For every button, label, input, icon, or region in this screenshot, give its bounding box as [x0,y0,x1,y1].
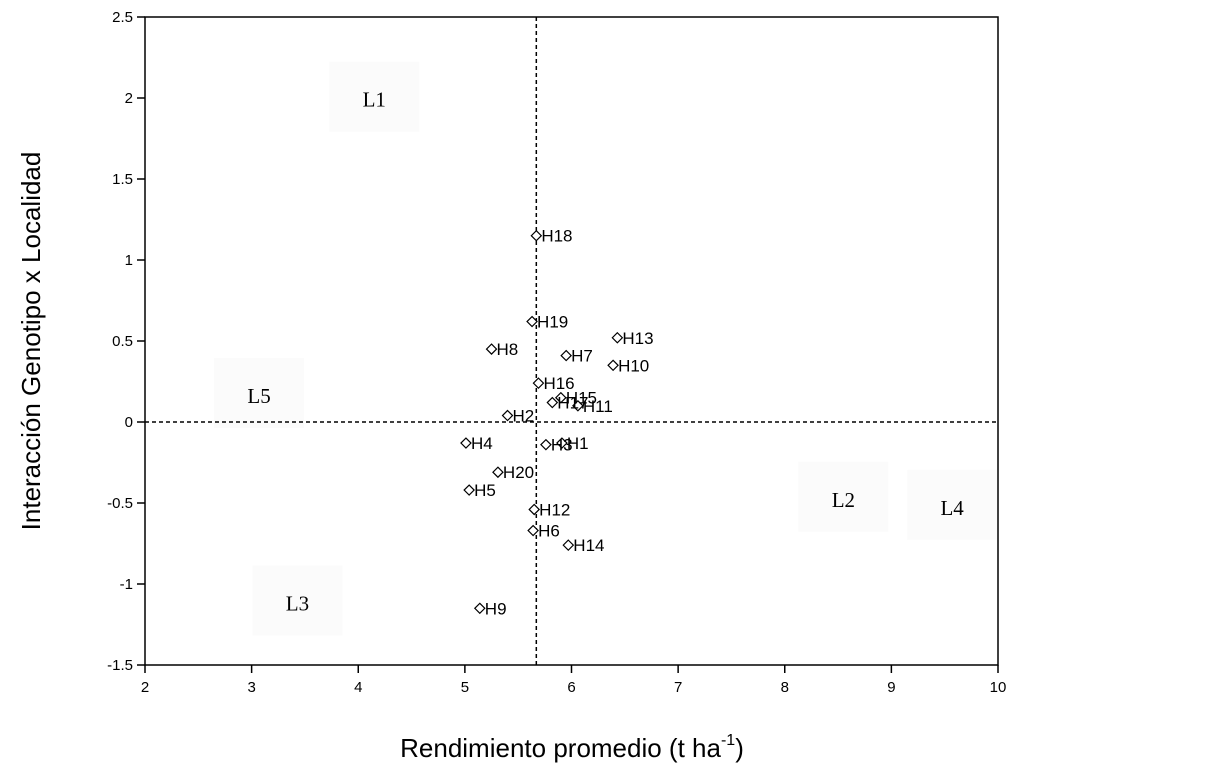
y-axis-title: Interacción Genotipo x Localidad [16,152,46,531]
genotype-point-label: H17 [557,394,588,413]
locality-label-background [907,469,998,540]
genotype-point-marker [560,349,573,362]
x-axis-title: Rendimiento promedio (t ha-1) [400,732,744,763]
genotype-points: H1H2H3H4H5H6H7H8H9H10H11H12H13H14H15H16H… [460,227,654,618]
genotype-point-label: H14 [573,536,604,555]
genotype-point-marker [492,466,504,479]
genotype-point-marker [460,437,472,449]
genotype-point-marker [532,377,545,389]
genotype-point-marker [485,343,498,355]
genotype-point-label: H1 [567,434,589,453]
y-tick-label: 1.5 [112,171,133,188]
genotype-point-marker [527,524,539,537]
genotype-point-label: H13 [622,329,653,348]
genotype-point-label: H12 [539,500,570,519]
genotype-point-marker [572,399,584,412]
y-tick-label: -1.5 [107,657,133,674]
genotype-point-label: H15 [566,389,597,408]
genotype-point-label: H6 [538,522,560,541]
locality-label: L5 [247,384,270,408]
genotype-point-label: H11 [583,397,613,416]
locality-label-backgrounds [214,61,998,636]
x-tick-label: 7 [674,679,682,696]
locality-label-background [214,358,305,429]
y-tick-label: 0 [125,414,133,431]
y-axis-ticks: 2.5 2 1.5 1 0.5 0 -0.5 -1 -1.5 [107,9,145,674]
x-tick-label: 4 [354,679,362,696]
x-tick-label: 8 [781,679,789,696]
x-tick-label: 5 [461,679,469,696]
genotype-point-label: H20 [503,463,534,482]
genotype-point-label: H19 [537,313,568,332]
genotype-point-marker [611,331,624,344]
x-axis-ticks: 2 3 4 5 6 7 8 9 10 [141,665,1007,696]
genotype-point-marker [528,503,541,516]
genotype-point-label: H7 [571,347,593,366]
y-tick-label: -0.5 [107,495,133,512]
locality-label: L4 [940,496,964,520]
genotype-point-marker [473,602,486,615]
y-tick-label: 2 [125,90,133,107]
genotype-point-marker [607,359,619,372]
genotype-point-marker [562,539,575,551]
genotype-point-label: H2 [513,407,535,426]
genotype-point-label: H16 [543,374,574,393]
genotype-point-label: H3 [551,436,573,455]
genotype-point-marker [554,391,567,404]
genotype-point-label: H10 [618,356,649,375]
x-tick-label: 6 [567,679,575,696]
genotype-point-marker [463,484,475,496]
genotype-point-marker [556,437,568,449]
genotype-point-marker [501,409,514,422]
genotype-point-marker [540,438,552,451]
x-tick-label: 3 [247,679,255,696]
locality-label-background [798,461,889,532]
y-tick-label: 2.5 [112,9,133,26]
genotype-point-label: H4 [471,434,493,453]
genotype-point-marker [530,229,543,242]
locality-labels: L1 L2 L3 L4 L5 [247,88,964,616]
genotype-point-label: H9 [485,599,507,618]
locality-label-background [252,565,343,636]
locality-label: L3 [286,591,309,615]
y-tick-label: 1 [125,252,133,269]
x-tick-label: 2 [141,679,149,696]
locality-label-background [329,61,420,132]
genotype-point-marker [546,396,559,409]
locality-label: L2 [832,488,855,512]
y-tick-label: 0.5 [112,333,133,350]
genotype-point-label: H18 [541,227,572,246]
genotype-point-marker [526,315,538,328]
locality-label: L1 [363,88,386,112]
x-tick-label: 10 [990,679,1007,696]
y-tick-label: -1 [120,576,133,593]
x-tick-label: 9 [887,679,895,696]
genotype-point-label: H8 [497,340,519,359]
genotype-point-label: H5 [474,481,496,500]
